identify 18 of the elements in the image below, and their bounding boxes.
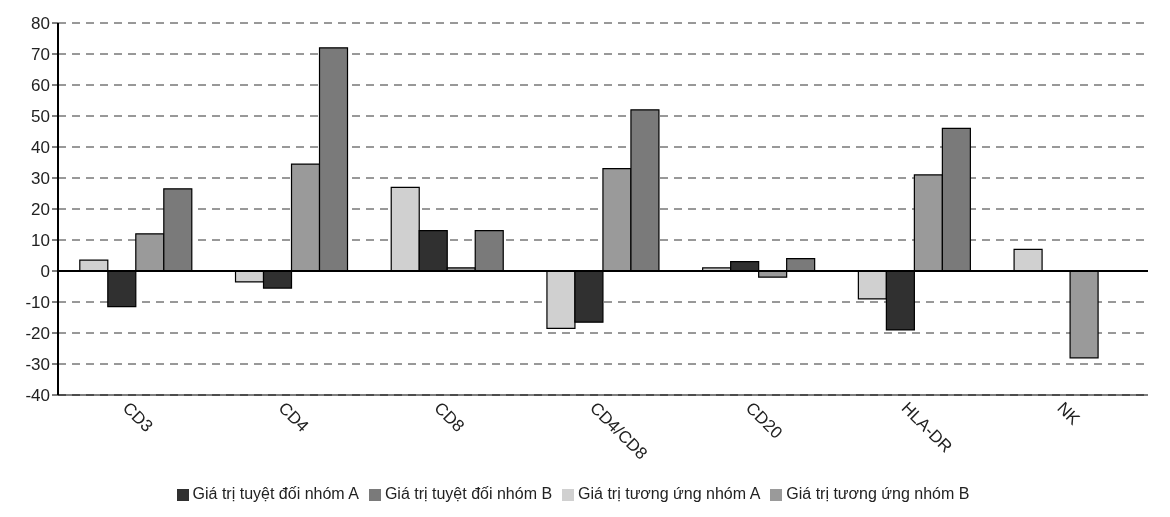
y-tick-label: 40	[31, 138, 50, 158]
y-tick-label: -30	[25, 355, 50, 375]
y-tick-label: 60	[31, 76, 50, 96]
y-tick-label: -40	[25, 386, 50, 406]
y-tick-label: -20	[25, 324, 50, 344]
legend-label: Giá trị tuyệt đối nhóm B	[384, 485, 553, 502]
y-tick-label: 10	[31, 231, 50, 251]
legend-label: Giá trị tương ứng nhóm B	[786, 485, 970, 502]
legend-label: Giá trị tương ứng nhóm A	[578, 485, 761, 502]
y-tick-label: 70	[31, 45, 50, 65]
y-tick-label: 30	[31, 169, 50, 189]
y-tick-label: -10	[25, 293, 50, 313]
legend-label: Giá trị tuyệt đối nhóm A	[192, 485, 359, 502]
x-tick-label: NK	[1053, 398, 1084, 429]
y-tick-label: 20	[31, 200, 50, 220]
y-tick-label: 50	[31, 107, 50, 127]
y-tick-label: 0	[40, 262, 50, 282]
y-tick-label: 80	[31, 14, 50, 34]
